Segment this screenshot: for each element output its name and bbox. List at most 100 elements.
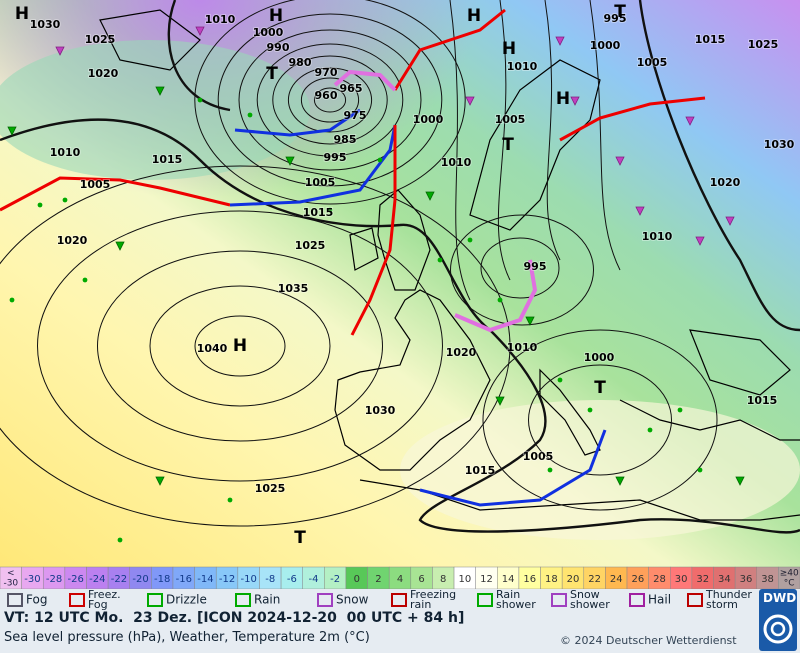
legend-label: storm — [706, 598, 738, 611]
rain-symbol — [9, 297, 15, 303]
isobar-label: 1025 — [295, 239, 326, 252]
snow-shower-symbol — [635, 206, 645, 216]
isobar — [194, 0, 466, 205]
legend-label: Freez. — [88, 588, 121, 601]
isobar-label: 975 — [344, 109, 367, 122]
rain-symbol — [247, 112, 253, 118]
isobar-label: 1010 — [507, 341, 538, 354]
scale-label: -30 — [3, 579, 18, 589]
isobar-label: 995 — [324, 151, 347, 164]
legend-label: Rain — [496, 588, 520, 601]
snow-shower-symbol — [695, 236, 705, 246]
scale-label: 4 — [397, 574, 403, 585]
scale-label: -14 — [197, 574, 213, 585]
rain-symbol — [62, 197, 68, 203]
rain-shower-symbol — [115, 241, 125, 251]
isobar-label: 995 — [604, 12, 627, 25]
scale-label: -10 — [240, 574, 256, 585]
legend-icon — [391, 593, 407, 607]
rain-shower-symbol — [495, 396, 505, 406]
legend-label: Thunder — [705, 588, 752, 601]
temperature-scale: <-30 -30 -28 -26 -24 -22 -20 -18 -16 -14 -12 -10 -8-… — [0, 566, 800, 590]
scale-label: 24 — [610, 574, 623, 585]
rain-shower-symbol — [7, 126, 17, 136]
isobar-label: 1015 — [152, 153, 183, 166]
isobar-label: 1030 — [764, 138, 795, 151]
britain — [377, 189, 431, 291]
scale-label: 16 — [523, 574, 536, 585]
scale-label: 26 — [631, 574, 644, 585]
warm-front — [0, 176, 231, 212]
legend-label: Snow — [570, 588, 600, 601]
isobar-label: 1010 — [441, 156, 472, 169]
isobar-label: 1000 — [584, 351, 615, 364]
isobar-label: 1020 — [88, 67, 119, 80]
logo-ring — [763, 614, 793, 644]
isobar-label: 1010 — [205, 13, 236, 26]
isobar-label: 985 — [334, 133, 357, 146]
legend-icon — [69, 593, 85, 607]
rain-shower-symbol — [425, 191, 435, 201]
scale-label: -26 — [68, 574, 84, 585]
pressure-center: H — [15, 4, 29, 24]
description: Sea level pressure (hPa), Weather, Tempe… — [4, 630, 370, 645]
legend-icon — [551, 593, 567, 607]
pressure-center: H — [467, 6, 481, 26]
snow-shower-symbol — [55, 46, 65, 56]
isobar-label: 1025 — [255, 482, 286, 495]
rain-symbol — [697, 467, 703, 473]
rain-symbol — [82, 277, 88, 283]
legend-label: Freezing — [410, 588, 456, 601]
rain-symbol — [437, 257, 443, 263]
isobar-label: 1010 — [507, 60, 538, 73]
scale-label: -20 — [132, 574, 148, 585]
scale-label: 10 — [458, 574, 471, 585]
legend-icon — [629, 593, 645, 607]
isobar — [482, 329, 718, 511]
rain-symbol — [677, 407, 683, 413]
occlusion — [333, 69, 397, 92]
cold-front — [229, 124, 397, 207]
logo-text: DWD — [763, 591, 797, 605]
scale-label: 36 — [740, 574, 753, 585]
scale-label: 34 — [718, 574, 731, 585]
snow-shower-symbol — [195, 26, 205, 36]
legend-label: Hail — [648, 593, 671, 607]
isobar-label: 1040 — [197, 342, 228, 355]
isobar — [217, 13, 443, 187]
scale-label: 28 — [653, 574, 666, 585]
isobar — [37, 210, 443, 482]
rain-symbol — [467, 237, 473, 243]
scale-label: -16 — [176, 574, 192, 585]
fronts — [0, 8, 706, 507]
scale-label: 32 — [696, 574, 709, 585]
isobar — [167, 0, 231, 112]
snow-shower-symbol — [615, 156, 625, 166]
dwd-logo: DWD — [759, 589, 797, 651]
isobar — [238, 29, 422, 171]
snow-shower-symbol — [725, 216, 735, 226]
legend-icon — [7, 593, 23, 607]
legend-label: shower — [496, 598, 536, 611]
warm-front — [350, 125, 397, 336]
scale-label: 20 — [567, 574, 580, 585]
isobar — [544, 0, 561, 261]
scale-label: 6 — [418, 574, 424, 585]
legend-icon — [235, 593, 251, 607]
scale-label: 12 — [480, 574, 493, 585]
isobar — [0, 118, 800, 534]
rain-symbol — [587, 407, 593, 413]
isobar-label: 1020 — [57, 234, 88, 247]
rain-shower-symbol — [735, 476, 745, 486]
scale-label: < — [7, 569, 15, 579]
isobar — [97, 250, 383, 442]
isobar-label: 1000 — [413, 113, 444, 126]
weather-map: 1030102510201010100099098097096096597598… — [0, 0, 800, 612]
legend-label: rain — [410, 598, 431, 611]
isobar-label: 980 — [289, 56, 312, 69]
isobar — [0, 165, 511, 527]
isobar-label: 1010 — [50, 146, 81, 159]
rain-shower-symbol — [155, 476, 165, 486]
